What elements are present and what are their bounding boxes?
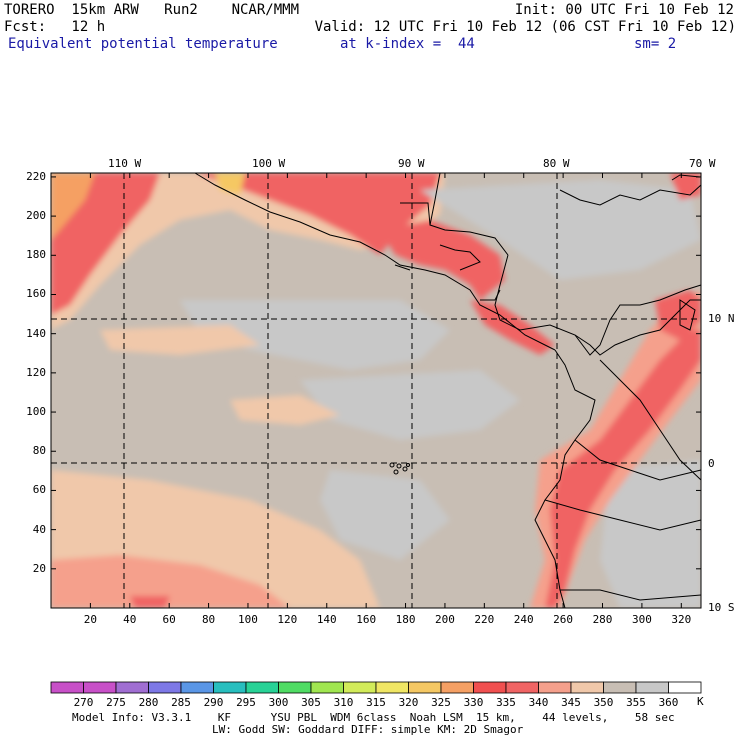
colorbar-label: 360	[658, 696, 679, 709]
colorbar-label: 300	[268, 696, 289, 709]
colorbar-swatch	[538, 681, 572, 694]
colorbar-label: 340	[528, 696, 549, 709]
colorbar-swatch	[278, 681, 312, 694]
colorbar-label: 310	[333, 696, 354, 709]
field-name: Equivalent potential temperature	[8, 36, 278, 52]
x-tick-label: 40	[123, 613, 137, 626]
colorbar-swatch	[375, 681, 409, 694]
lat-label-0: 0	[708, 457, 715, 470]
colorbar-label: 280	[138, 696, 159, 709]
colorbar-label: 275	[106, 696, 126, 709]
colorbar-unit: K	[697, 695, 704, 708]
coastlines	[194, 172, 702, 609]
y-tick-label: 220	[26, 169, 46, 183]
colorbar-label: 355	[626, 696, 646, 709]
colorbar-swatch	[505, 681, 539, 694]
colorbar-swatch	[603, 681, 637, 694]
y-tick-label: 20	[32, 561, 46, 575]
colorbar-swatch	[408, 681, 442, 694]
x-tick-label: 200	[435, 613, 455, 626]
y-tick-label: 120	[26, 365, 46, 379]
colorbar-swatch	[473, 681, 507, 694]
lon-label-80w: 80 W	[543, 157, 570, 170]
colorbar-swatch	[570, 681, 604, 694]
colorbar-label: 295	[236, 696, 256, 709]
colorbar-swatch	[180, 681, 214, 694]
y-tick-label: 80	[32, 444, 46, 458]
x-tick-label: 120	[277, 613, 298, 626]
x-tick-label: 220	[474, 613, 495, 626]
colorbar-label: 350	[593, 696, 614, 709]
x-tick-label: 240	[513, 613, 534, 626]
colorbar-swatch	[148, 681, 182, 694]
colorbar-swatch	[83, 681, 117, 694]
x-tick-label: 100	[238, 613, 258, 626]
colorbar-swatch	[50, 681, 84, 694]
colorbar-label: 305	[301, 696, 321, 709]
colorbar-label: 345	[561, 696, 581, 709]
lon-label-90w: 90 W	[398, 157, 425, 170]
model-info: Model Info: V3.3.1 KF YSU PBL WDM 6class…	[72, 711, 675, 724]
colorbar-label: 290	[203, 696, 224, 709]
forecast-hour: Fcst: 12 h	[4, 19, 106, 35]
lon-label-100w: 100 W	[252, 157, 286, 170]
y-tick-label: 140	[26, 326, 46, 340]
colorbar	[50, 681, 702, 694]
colorbar-swatch	[343, 681, 377, 694]
valid-time: Valid: 12 UTC Fri 10 Feb 12 (06 CST Fri …	[314, 19, 736, 35]
colorbar-swatch	[635, 681, 669, 694]
lon-label-70w: 70 W	[689, 157, 716, 170]
colorbar-swatch	[115, 681, 149, 694]
level-info: at k-index = 44	[340, 36, 475, 52]
colorbar-swatch	[668, 681, 702, 694]
lon-label-110w: 110 W	[108, 157, 142, 170]
physics-info: LW: Godd SW: Goddard DIFF: simple KM: 2D…	[212, 723, 524, 736]
tick-marks	[51, 173, 701, 608]
theta-e-field	[51, 173, 701, 608]
y-tick-label: 40	[32, 522, 46, 536]
lat-label-10n: 10 N	[708, 312, 735, 325]
colorbar-swatch	[213, 681, 247, 694]
colorbar-swatch	[440, 681, 474, 694]
colorbar-swatch	[245, 681, 279, 694]
lat-label-10s: 10 S	[708, 601, 735, 614]
galapagos-islands	[389, 462, 410, 475]
y-tick-label: 200	[26, 209, 46, 223]
x-tick-label: 320	[671, 613, 692, 626]
x-tick-label: 160	[356, 613, 377, 626]
x-tick-label: 180	[395, 613, 416, 626]
y-tick-label: 160	[26, 287, 46, 301]
smoothing-info: sm= 2	[634, 36, 677, 52]
model-title: TORERO 15km ARW Run2 NCAR/MMM	[4, 2, 300, 18]
colorbar-label: 270	[73, 696, 94, 709]
y-tick-label: 60	[32, 483, 46, 497]
x-tick-label: 20	[83, 613, 98, 626]
colorbar-label: 325	[431, 696, 451, 709]
x-tick-label: 140	[316, 613, 337, 626]
colorbar-label: 335	[496, 696, 516, 709]
y-tick-label: 180	[26, 248, 46, 262]
colorbar-label: 320	[398, 696, 419, 709]
y-tick-label: 100	[26, 405, 46, 419]
plot-frame	[50, 172, 702, 609]
x-tick-label: 80	[201, 613, 216, 626]
lat-lon-grid	[51, 173, 701, 608]
init-time: Init: 00 UTC Fri 10 Feb 12	[514, 2, 734, 18]
x-tick-label: 60	[162, 613, 176, 626]
colorbar-label: 315	[366, 696, 386, 709]
colorbar-swatch	[310, 681, 344, 694]
colorbar-label: 330	[463, 696, 484, 709]
colorbar-label: 285	[171, 696, 191, 709]
x-tick-label: 300	[631, 613, 652, 626]
x-tick-label: 280	[592, 613, 613, 626]
x-tick-label: 260	[553, 613, 574, 626]
